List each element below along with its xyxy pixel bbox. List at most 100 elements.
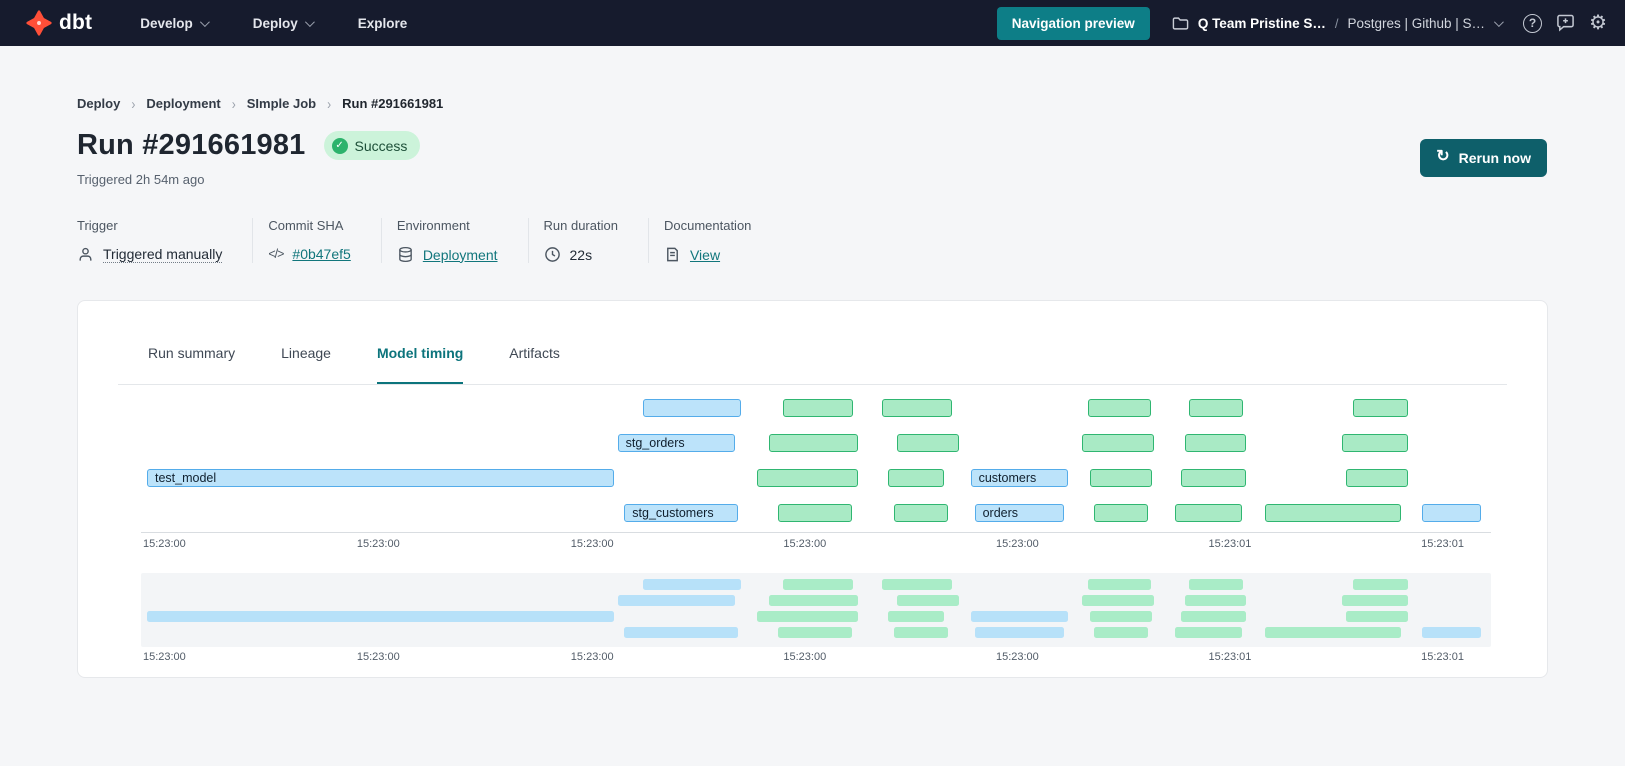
chevron-down-icon: [199, 16, 210, 27]
meta-link-0b47ef5[interactable]: #0b47ef5: [292, 246, 351, 262]
meta-group-commit-sha: Commit SHA </> #0b47ef5: [252, 218, 380, 263]
breadcrumb-item[interactable]: SImple Job: [246, 96, 317, 111]
meta-link-View[interactable]: View: [689, 246, 721, 263]
overview-row: [147, 611, 1484, 622]
overview-bar: [624, 627, 738, 638]
test-bar[interactable]: [1088, 399, 1152, 417]
test-bar[interactable]: [1175, 504, 1242, 522]
overview-row: [147, 579, 1484, 590]
test-bar[interactable]: [1089, 469, 1153, 487]
model-bar-stg_orders[interactable]: stg_orders: [617, 434, 736, 452]
test-bar[interactable]: [783, 399, 853, 417]
timeline-overview-strip[interactable]: [141, 573, 1491, 647]
test-bar[interactable]: [887, 469, 944, 487]
navigation-preview-button[interactable]: Navigation preview: [996, 6, 1150, 40]
chevron-down-icon: [304, 16, 315, 27]
overview-bar: [897, 595, 959, 606]
nav-menu-explore[interactable]: Explore: [358, 16, 408, 31]
overview-bar: [756, 611, 859, 622]
nav-menu-develop[interactable]: Develop: [140, 15, 210, 31]
meta-label: Environment: [396, 218, 470, 233]
test-bar[interactable]: [897, 434, 959, 452]
overview-tick-label: 15:23:00: [995, 651, 1039, 663]
time-axis-main: 15:23:00 15:23:00 15:23:00 15:23:00 15:23:00…: [143, 538, 1484, 552]
model-bar-stg_customers[interactable]: stg_customers: [624, 504, 738, 522]
person-icon: [77, 246, 94, 263]
overview-bar: [1081, 595, 1154, 606]
test-bar[interactable]: [1342, 434, 1408, 452]
chevron-down-icon[interactable]: [1494, 16, 1504, 27]
project-name[interactable]: Postgres | Github | S…: [1347, 15, 1486, 31]
test-bar[interactable]: [1081, 434, 1154, 452]
model-bar-orders[interactable]: orders: [974, 504, 1065, 522]
tab-lineage[interactable]: Lineage: [281, 345, 331, 361]
tab-model-timing[interactable]: Model timing: [376, 345, 464, 385]
overview-bar: [1093, 627, 1149, 638]
gantt-row: [147, 399, 1484, 417]
test-bar[interactable]: [1093, 504, 1149, 522]
settings-gear-icon[interactable]: ⚙: [1589, 12, 1607, 34]
model-bar[interactable]: [643, 399, 741, 417]
feedback-icon[interactable]: [1556, 14, 1575, 32]
dbt-logo[interactable]: dbt: [26, 10, 92, 36]
gantt-row: test_model customers: [147, 469, 1484, 487]
overview-bar: [1352, 579, 1408, 590]
overview-tick-label: 15:23:00: [570, 651, 614, 663]
model-bar[interactable]: [1422, 504, 1482, 522]
test-bar[interactable]: [894, 504, 948, 522]
test-bar[interactable]: [1184, 434, 1246, 452]
help-icon[interactable]: ?: [1523, 13, 1543, 33]
tab-run-summary[interactable]: Run summary: [148, 345, 236, 361]
test-bar[interactable]: [1352, 399, 1408, 417]
time-tick-label: 15:23:01: [1208, 538, 1252, 550]
breadcrumb-item[interactable]: Deploy: [77, 96, 121, 111]
overview-bar: [1089, 611, 1153, 622]
test-bar[interactable]: [882, 399, 952, 417]
overview-tick-label: 15:23:01: [1421, 651, 1464, 663]
meta-link-Deployment[interactable]: Deployment: [422, 246, 498, 263]
test-bar[interactable]: [1180, 469, 1246, 487]
test-bar[interactable]: [756, 469, 859, 487]
overview-bar: [1180, 611, 1246, 622]
nav-menus: Develop Deploy Explore: [140, 16, 407, 31]
test-bar[interactable]: [1346, 469, 1408, 487]
overview-tick-label: 15:23:00: [783, 651, 827, 663]
meta-group-run-duration: Run duration 22s: [527, 218, 648, 263]
test-bar[interactable]: [768, 434, 859, 452]
overview-bar: [643, 579, 741, 590]
gantt-row: stg_orders: [147, 434, 1484, 452]
model-bar-test_model[interactable]: test_model: [147, 469, 614, 487]
timeline-overview-bars: [147, 573, 1484, 647]
meta-label: Trigger: [77, 218, 118, 233]
model-bar-customers[interactable]: customers: [970, 469, 1069, 487]
account-name[interactable]: Q Team Pristine S…: [1197, 15, 1326, 31]
nav-menu-label: Explore: [357, 15, 408, 31]
overview-row: [147, 627, 1484, 638]
breadcrumb-item[interactable]: Deployment: [146, 96, 221, 111]
run-meta-row: Trigger Triggered manually Commit SHA </> #0…: [77, 218, 781, 263]
brand-text: dbt: [59, 11, 93, 34]
tab-artifacts[interactable]: Artifacts: [509, 345, 560, 361]
overview-bar: [1184, 595, 1246, 606]
overview-bar: [974, 627, 1065, 638]
overview-bar: [1422, 627, 1482, 638]
overview-bar: [768, 595, 859, 606]
rerun-now-button[interactable]: ↻ Rerun now: [1420, 139, 1547, 177]
overview-tick-label: 15:23:01: [1208, 651, 1252, 663]
time-tick-label: 15:23:01: [1421, 538, 1464, 550]
overview-bar: [970, 611, 1069, 622]
test-bar[interactable]: [1264, 504, 1402, 522]
time-tick-label: 15:23:00: [995, 538, 1039, 550]
test-bar[interactable]: [778, 504, 852, 522]
time-tick-label: 15:23:00: [142, 538, 186, 550]
meta-value: 22s: [544, 246, 618, 263]
nav-menu-deploy[interactable]: Deploy: [253, 16, 315, 31]
overview-bar: [882, 579, 952, 590]
test-bar[interactable]: [1188, 399, 1244, 417]
meta-label: Documentation: [663, 218, 752, 233]
overview-bar: [783, 579, 853, 590]
meta-value: </> #0b47ef5: [268, 246, 350, 262]
database-icon: [397, 246, 414, 263]
breadcrumb: Deploy › Deployment › SImple Job › Run #291661…: [77, 95, 443, 112]
nav-menu-label: Develop: [140, 15, 193, 31]
